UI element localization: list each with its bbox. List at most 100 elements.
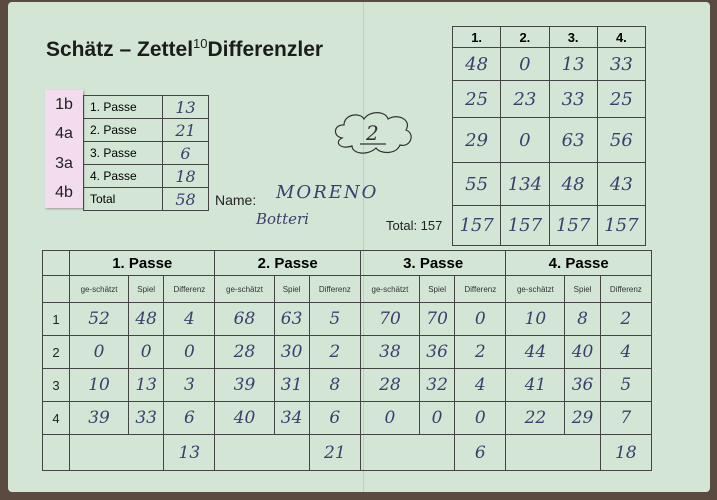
rounds-cell: 43 <box>596 162 647 206</box>
score-cell: 39 <box>68 401 130 435</box>
rounds-cell: 33 <box>596 47 647 81</box>
column-header: Differenz <box>454 275 507 303</box>
score-cell: 4 <box>454 368 507 402</box>
round-header: 4. <box>596 26 647 48</box>
score-cell: 30 <box>273 335 310 369</box>
game-row: 3 10 13 3 39 31 8 28 32 4 41 36 5 <box>42 368 653 402</box>
column-header: Differenz <box>163 275 216 303</box>
score-cell: 36 <box>564 368 601 402</box>
pass-subheaders: ge-schätzt Spiel Differenz ge-schätzt Spiel D… <box>42 275 653 303</box>
rounds-cell: 0 <box>500 47 550 81</box>
column-header: Spiel <box>128 275 165 303</box>
score-cell: 5 <box>308 302 361 336</box>
rounds-cell: 23 <box>500 80 550 118</box>
score-cell: 10 <box>505 302 566 336</box>
score-cell: 40 <box>564 335 601 369</box>
rounds-cell: 0 <box>500 117 550 163</box>
score-cell: 63 <box>273 302 310 336</box>
rounds-cell: 33 <box>548 80 598 118</box>
pass-total: 13 <box>163 434 216 471</box>
summary-value: 18 <box>162 164 209 188</box>
score-cell: 0 <box>454 401 507 435</box>
pass-title: 1. Passe <box>68 250 216 276</box>
score-cell: 28 <box>359 368 420 402</box>
rounds-row: 55 134 48 43 <box>451 162 647 206</box>
sheet-title: Schätz – Zettel10Differenzler <box>46 36 324 61</box>
column-header: ge-schätzt <box>68 275 130 303</box>
game-row: 1 52 48 4 68 63 5 70 70 0 10 8 2 <box>42 302 653 336</box>
summary-row: 3. Passe 6 <box>83 141 209 165</box>
score-cell: 48 <box>128 302 165 336</box>
score-cell: 4 <box>163 302 216 336</box>
score-cell: 70 <box>359 302 420 336</box>
score-cell: 8 <box>308 368 361 402</box>
sticky-note-labels: 1b 4a 3a 4b <box>45 90 83 208</box>
row-number: 1 <box>42 302 70 336</box>
summary-label: Total <box>83 187 163 211</box>
score-cell: 13 <box>128 368 165 402</box>
summary-value: 6 <box>162 141 209 165</box>
column-header: Spiel <box>273 275 310 303</box>
score-cell: 7 <box>599 401 653 435</box>
score-cell: 0 <box>359 401 420 435</box>
rounds-cell: 48 <box>548 162 598 206</box>
score-cell: 68 <box>214 302 275 336</box>
score-cell: 39 <box>214 368 275 402</box>
grand-total: Total: 157 <box>386 218 443 233</box>
score-cell: 4 <box>599 335 653 369</box>
rounds-table: 1. 2. 3. 4. 48 0 13 33 25 23 33 25 29 0 63 56 55 134 48 43 1… <box>451 26 647 246</box>
rounds-cell: 63 <box>548 117 598 163</box>
score-sheet: Schätz – Zettel10Differenzler 1b 4a 3a 4b 1… <box>8 2 710 492</box>
score-cell: 0 <box>163 335 216 369</box>
score-cell: 38 <box>359 335 420 369</box>
player-first-name: MORENO <box>276 182 379 203</box>
rounds-cell: 157 <box>500 205 550 246</box>
score-cell: 6 <box>163 401 216 435</box>
rounds-cell: 48 <box>451 47 502 81</box>
score-cell: 0 <box>128 335 165 369</box>
score-cell: 2 <box>599 302 653 336</box>
score-cell: 5 <box>599 368 653 402</box>
summary-row: Total 58 <box>83 187 209 211</box>
score-cell: 3 <box>163 368 216 402</box>
column-header: Differenz <box>599 275 653 303</box>
rounds-cell: 157 <box>451 205 502 246</box>
cloud-drawing: 2 <box>334 112 412 154</box>
summary-row: 4. Passe 18 <box>83 164 209 188</box>
score-cell: 2 <box>454 335 507 369</box>
score-cell: 40 <box>214 401 275 435</box>
row-number: 3 <box>42 368 70 402</box>
score-cell: 0 <box>418 401 456 435</box>
rounds-cell: 29 <box>451 117 502 163</box>
summary-value: 13 <box>162 95 209 119</box>
column-header: ge-schätzt <box>505 275 566 303</box>
column-header: Spiel <box>564 275 601 303</box>
summary-label: 3. Passe <box>83 141 163 165</box>
pass-total: 21 <box>308 434 361 471</box>
rounds-row: 25 23 33 25 <box>451 80 647 118</box>
score-cell: 32 <box>418 368 456 402</box>
score-cell: 70 <box>418 302 456 336</box>
column-header: Differenz <box>308 275 361 303</box>
pass-total: 6 <box>454 434 507 471</box>
summary-value: 58 <box>162 187 209 211</box>
round-header: 2. <box>500 26 550 48</box>
score-cell: 10 <box>68 368 130 402</box>
summary-label: 2. Passe <box>83 118 163 142</box>
passes-table: 1. Passe 2. Passe 3. Passe 4. Passe ge-schät… <box>42 250 653 471</box>
score-cell: 41 <box>505 368 566 402</box>
score-cell: 0 <box>454 302 507 336</box>
score-cell: 52 <box>68 302 130 336</box>
summary-value: 21 <box>162 118 209 142</box>
score-cell: 2 <box>308 335 361 369</box>
score-cell: 44 <box>505 335 566 369</box>
score-cell: 36 <box>418 335 456 369</box>
player-last-name: Botteri <box>256 210 309 228</box>
rounds-header: 1. 2. 3. 4. <box>451 26 647 48</box>
rounds-row: 29 0 63 56 <box>451 117 647 163</box>
column-header: ge-schätzt <box>359 275 420 303</box>
row-number: 2 <box>42 335 70 369</box>
summary-label: 4. Passe <box>83 164 163 188</box>
rounds-cell: 25 <box>451 80 502 118</box>
score-cell: 28 <box>214 335 275 369</box>
